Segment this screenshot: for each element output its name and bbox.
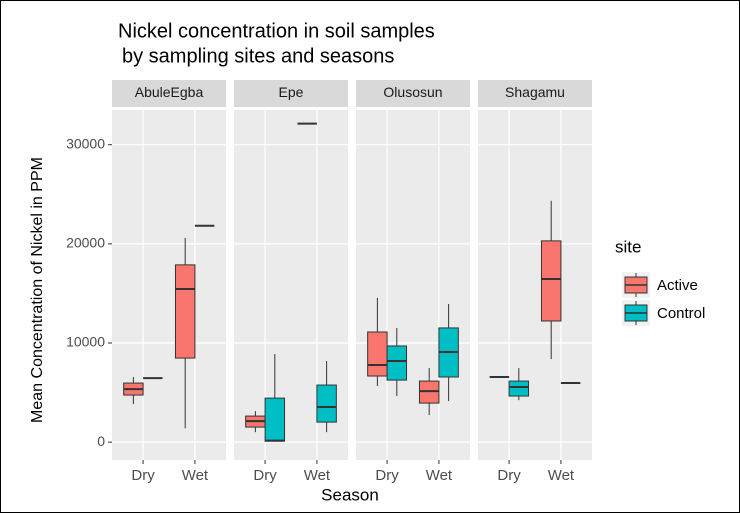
box bbox=[540, 240, 562, 322]
strip-background bbox=[478, 80, 592, 107]
box bbox=[386, 345, 408, 381]
facet-label: Olusosun bbox=[383, 84, 442, 100]
y-tick-label: 20000 bbox=[66, 235, 105, 251]
box bbox=[367, 331, 388, 377]
box bbox=[264, 397, 286, 442]
strip-background bbox=[356, 80, 470, 107]
facet-label: Epe bbox=[279, 84, 304, 100]
chart-title: Nickel concentration in soil samples bbox=[118, 20, 435, 42]
box bbox=[174, 264, 196, 359]
legend-label: Active bbox=[657, 277, 698, 294]
facet-label: AbuleEgba bbox=[135, 84, 204, 100]
legend-label: Control bbox=[657, 305, 705, 322]
x-tick-label: Wet bbox=[304, 467, 331, 484]
x-tick-label: Wet bbox=[426, 467, 453, 484]
y-tick-label: 30000 bbox=[66, 135, 105, 151]
x-tick-label: Dry bbox=[131, 467, 155, 484]
x-tick-label: Wet bbox=[548, 467, 575, 484]
x-tick-label: Dry bbox=[497, 467, 521, 484]
strip-background bbox=[234, 80, 348, 107]
panel-background bbox=[356, 110, 470, 460]
x-tick-label: Dry bbox=[253, 467, 277, 484]
facet-label: Shagamu bbox=[505, 84, 565, 100]
y-tick-label: 0 bbox=[97, 433, 105, 449]
strip-background bbox=[112, 80, 226, 107]
box bbox=[508, 380, 530, 397]
legend-title: site bbox=[615, 237, 641, 256]
chart-title: by sampling sites and seasons bbox=[122, 45, 394, 67]
panel-background bbox=[112, 110, 226, 460]
x-tick-label: Dry bbox=[375, 467, 399, 484]
x-axis-label: Season bbox=[321, 485, 379, 504]
y-axis-label: Mean Concentration of Nickel in PPM bbox=[29, 157, 46, 423]
x-tick-label: Wet bbox=[182, 467, 209, 484]
panel-background bbox=[478, 110, 592, 460]
box bbox=[316, 384, 337, 423]
y-tick-label: 10000 bbox=[66, 334, 105, 350]
